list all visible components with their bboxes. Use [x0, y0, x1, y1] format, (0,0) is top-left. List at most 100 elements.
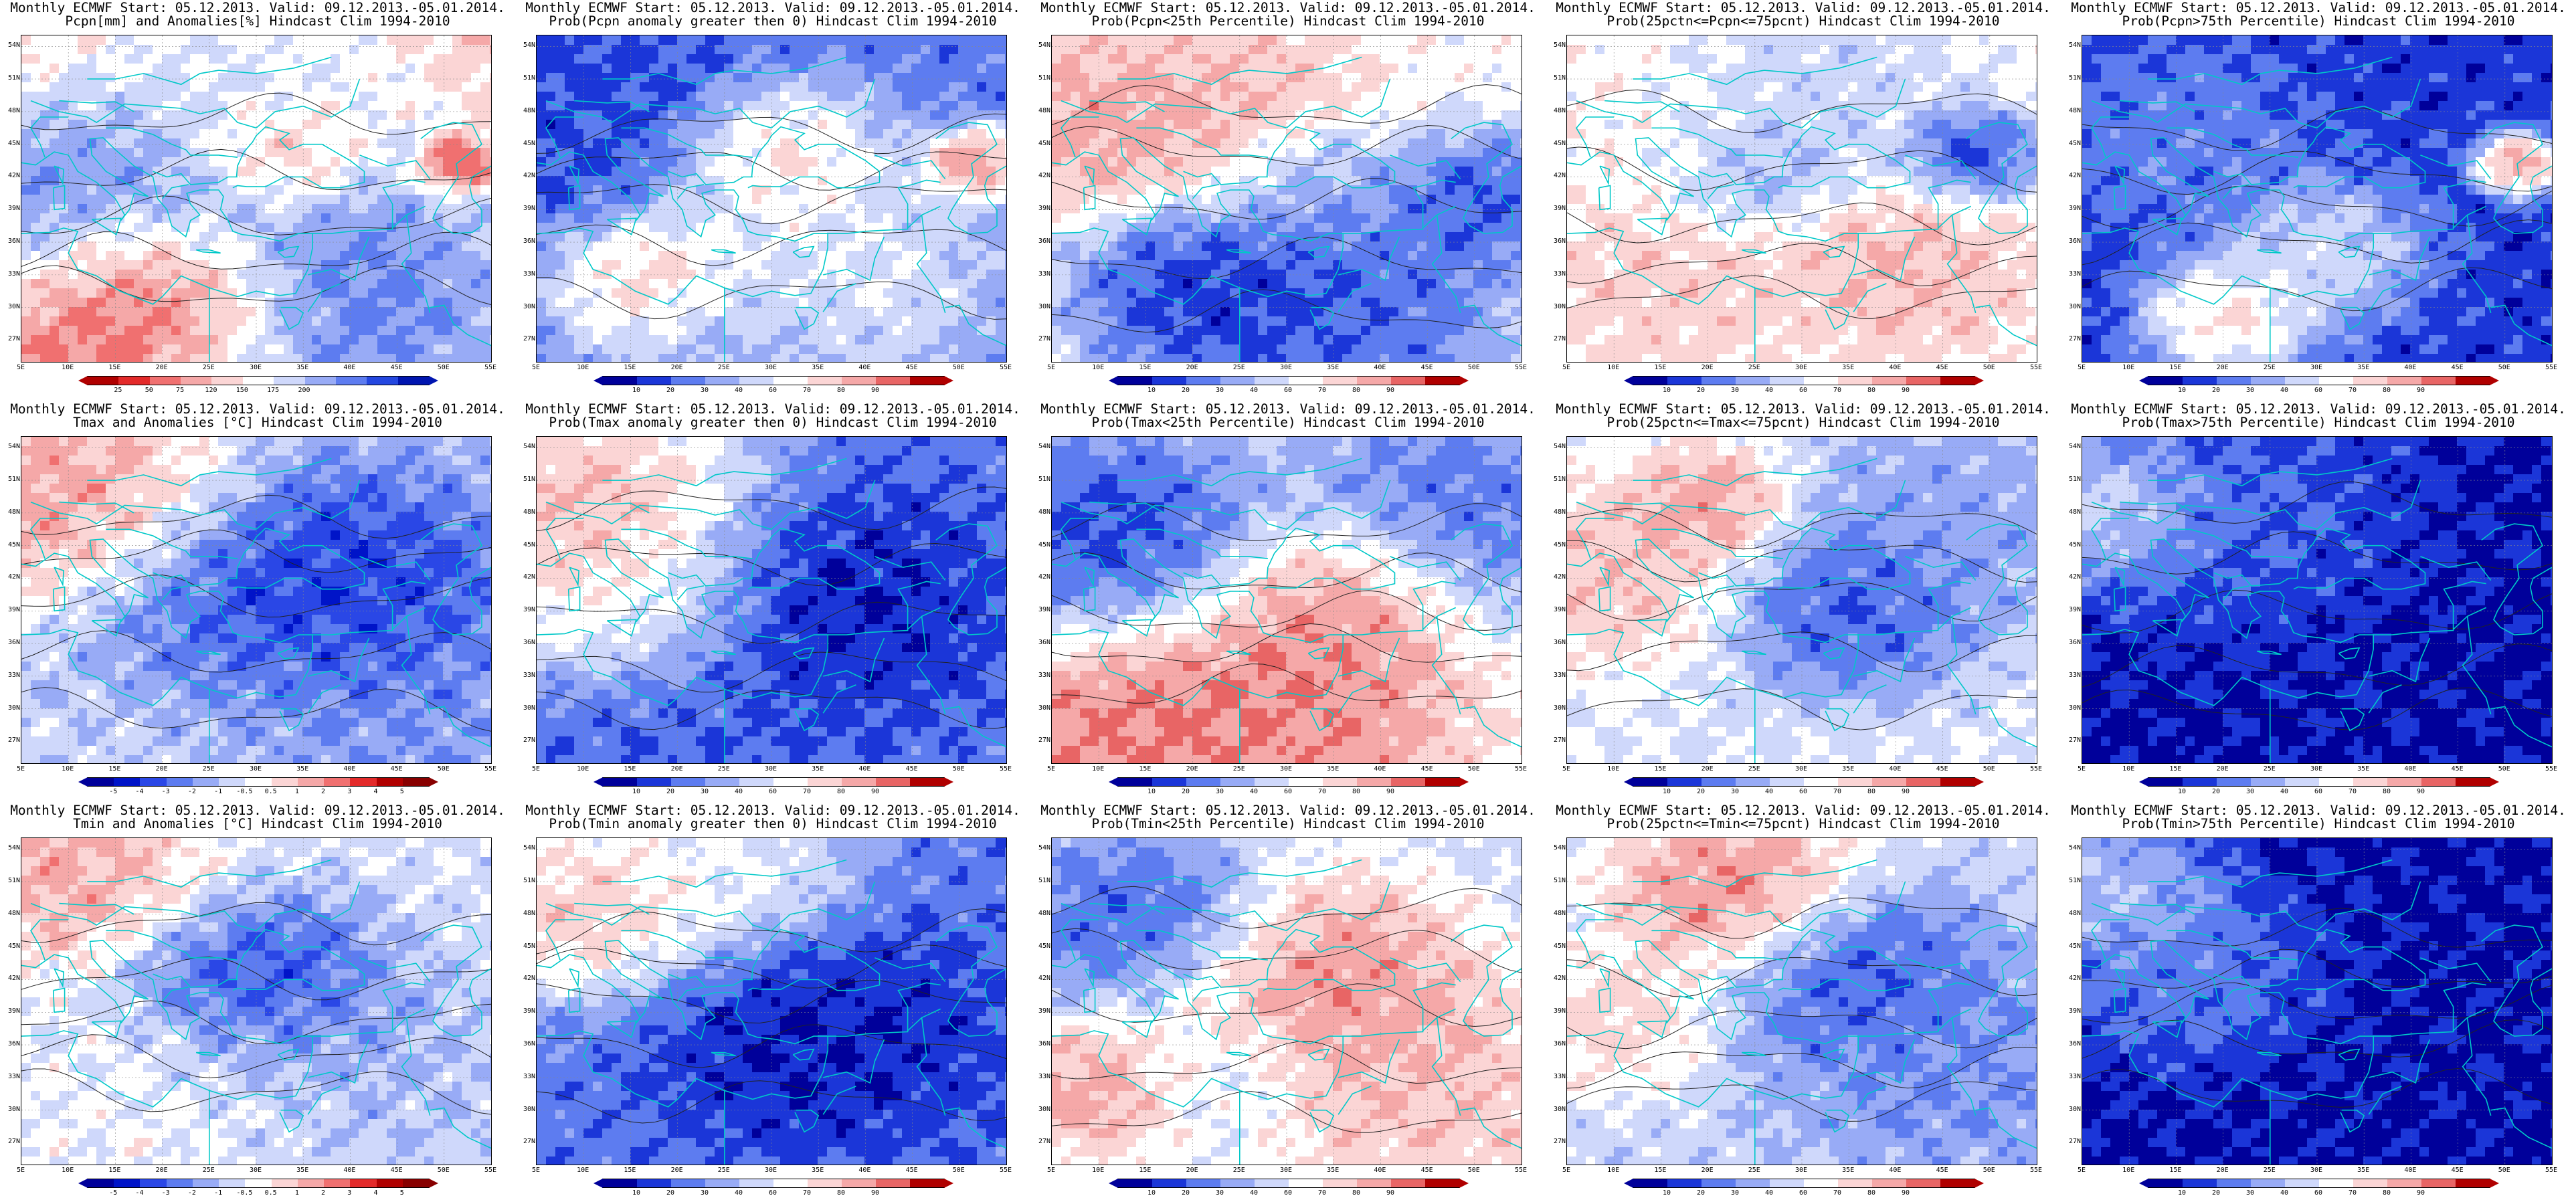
lat-tick-label: 27N [0, 1138, 20, 1145]
colorbar-segment [842, 377, 876, 385]
lon-tick-label: 25E [1233, 765, 1245, 773]
map-panel-r2c5: Monthly ECMWF Start: 05.12.2013. Valid: … [2061, 401, 2576, 803]
lat-tick-label: 36N [515, 1040, 535, 1047]
lat-tick-label: 30N [2061, 303, 2081, 310]
lat-tick-label: 51N [515, 476, 535, 483]
colorbar-segment [1118, 377, 1152, 385]
map-canvas [2082, 837, 2553, 1165]
colorbar-segment [1255, 778, 1289, 786]
lon-tick-label: 25E [718, 1167, 730, 1174]
lat-tick-label: 51N [1546, 877, 1566, 884]
lat-tick-label: 45N [1546, 140, 1566, 147]
lon-tick-label: 45E [391, 364, 403, 371]
colorbar-segment [603, 1179, 637, 1187]
map-canvas [1051, 35, 1522, 363]
panel-title-line2: Prob(Tmax anomaly greater then 0) Hindca… [515, 416, 1030, 429]
colorbar-segment [2421, 1179, 2456, 1187]
colorbar-segment [166, 778, 193, 786]
lat-tick-label: 27N [1546, 736, 1566, 744]
colorbar-label: 20 [1182, 1189, 1190, 1197]
lon-tick-label: 35E [1842, 1167, 1854, 1174]
colorbar-segment [2285, 1179, 2319, 1187]
lon-tick-label: 50E [438, 1167, 450, 1174]
lon-tick-label: 40E [343, 364, 355, 371]
lat-tick-label: 30N [0, 1106, 20, 1113]
lon-tick-label: 15E [108, 1167, 120, 1174]
contour-lines [1567, 508, 2037, 730]
panel-title-line1: Monthly ECMWF Start: 05.12.2013. Valid: … [515, 403, 1030, 416]
contour-lines [537, 908, 1006, 1124]
lon-tick-label: 50E [2498, 765, 2510, 773]
map-svg [2082, 35, 2552, 362]
colorbar-label: 90 [871, 788, 879, 795]
lon-tick-label: 55E [484, 364, 496, 371]
lon-tick-label: 45E [1936, 765, 1948, 773]
lon-tick-label: 30E [1795, 765, 1807, 773]
contour-lines [21, 494, 491, 732]
lat-tick-label: 51N [1546, 476, 1566, 483]
lat-tick-label: 39N [1030, 205, 1050, 212]
colorbar-segment [2148, 1179, 2183, 1187]
contour-lines [537, 486, 1006, 730]
lon-tick-label: 25E [718, 364, 730, 371]
coastlines [1052, 56, 1522, 362]
lat-tick-label: 48N [1546, 910, 1566, 917]
lon-tick-label: 20E [1186, 765, 1198, 773]
lat-tick-label: 36N [1030, 639, 1050, 646]
lat-tick-label: 45N [0, 140, 20, 147]
colorbar [78, 777, 438, 787]
colorbar [1109, 376, 1469, 385]
map-svg [1567, 838, 2037, 1165]
colorbar-label: 40 [1250, 788, 1258, 795]
lon-tick-label: 30E [765, 765, 777, 773]
colorbar-segment [2456, 1179, 2490, 1187]
colorbar-label: 60 [1284, 387, 1292, 394]
colorbar-segment [297, 778, 325, 786]
lat-tick-label: 51N [1030, 476, 1050, 483]
map-svg [1052, 35, 1522, 362]
colorbar [78, 1179, 438, 1188]
panel-title-line1: Monthly ECMWF Start: 05.12.2013. Valid: … [1546, 1, 2061, 15]
coastlines [2082, 458, 2552, 763]
colorbar-segment [1425, 377, 1459, 385]
lat-tick-label: 33N [0, 270, 20, 278]
colorbar-segment [1118, 778, 1152, 786]
colorbar-label: 10 [1663, 1189, 1671, 1197]
colorbar-segment [1838, 1179, 1872, 1187]
lon-tick-label: 50E [953, 364, 965, 371]
lat-tick-label: 36N [2061, 639, 2081, 646]
lon-tick-label: 50E [1983, 765, 1995, 773]
lon-tick-label: 20E [671, 1167, 683, 1174]
lon-tick-label: 35E [1327, 1167, 1339, 1174]
colorbar-label: -5 [109, 1189, 117, 1197]
map-svg [1052, 838, 1522, 1165]
lat-tick-label: 51N [1030, 74, 1050, 82]
lat-tick-label: 27N [1030, 1138, 1050, 1145]
colorbar-label: 60 [769, 788, 777, 795]
panel-title-line1: Monthly ECMWF Start: 05.12.2013. Valid: … [2061, 403, 2576, 416]
colorbar-label: 20 [2212, 788, 2220, 795]
colorbar-label: 30 [1216, 788, 1224, 795]
lat-tick-label: 27N [0, 736, 20, 744]
colorbar-segment [1357, 377, 1391, 385]
lon-tick-label: 50E [1468, 364, 1480, 371]
lon-tick-label: 20E [2217, 364, 2229, 371]
colorbar-segment [1633, 1179, 1667, 1187]
colorbar-segment [192, 1179, 219, 1187]
lat-tick-label: 30N [1030, 704, 1050, 712]
lat-tick-label: 27N [1030, 335, 1050, 342]
lon-tick-label: 50E [953, 1167, 965, 1174]
colorbar-segment [739, 1179, 773, 1187]
colorbar-segment [402, 1179, 430, 1187]
lat-tick-label: 30N [515, 303, 535, 310]
map-svg [2082, 838, 2552, 1165]
colorbar-segment [1289, 377, 1323, 385]
colorbar-label: 70 [1833, 1189, 1841, 1197]
panel-title-line2: Prob(Tmin>75th Percentile) Hindcast Clim… [2061, 817, 2576, 831]
colorbar-segment [671, 778, 705, 786]
lat-tick-label: 42N [515, 573, 535, 581]
colorbar-segment [1770, 778, 1804, 786]
graticule [21, 838, 491, 1165]
lon-tick-label: 55E [2030, 364, 2042, 371]
colorbar-segment [397, 377, 429, 385]
